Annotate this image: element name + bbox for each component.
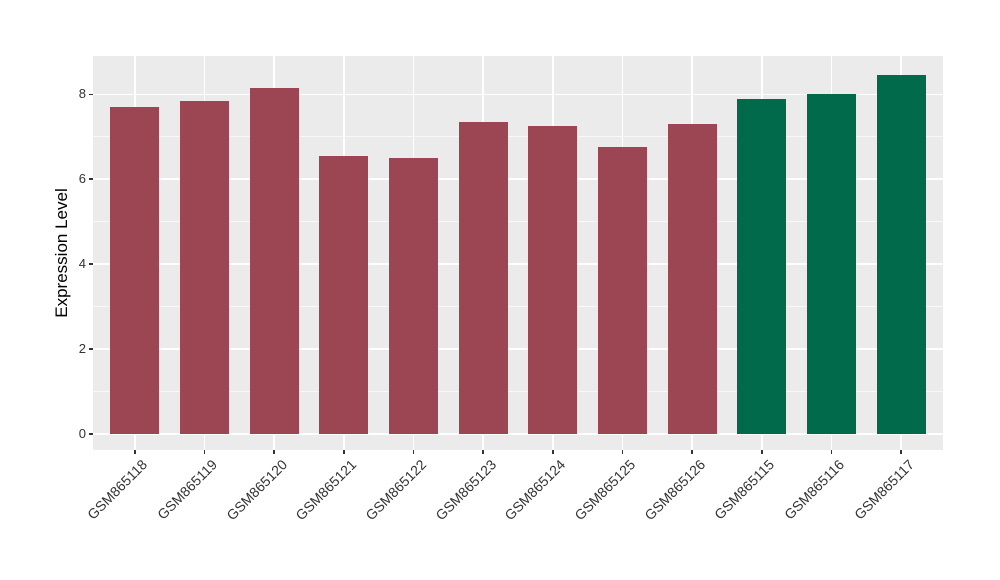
y-gridline-major-2 <box>93 348 943 350</box>
bar-GSM865122 <box>388 158 438 434</box>
x-tick-label-GSM865126: GSM865126 <box>640 456 708 524</box>
plot-panel <box>93 56 943 450</box>
y-tick-mark-4 <box>89 263 93 265</box>
x-tick-mark-GSM865121 <box>343 450 345 454</box>
y-gridline-minor-1 <box>93 391 943 393</box>
y-gridline-major-6 <box>93 178 943 181</box>
x-tick-label-GSM865115: GSM865115 <box>711 456 778 523</box>
bar-GSM865119 <box>179 100 229 434</box>
y-tick-mark-8 <box>89 93 93 96</box>
x-tick-mark-GSM865119 <box>203 450 206 454</box>
x-tick-mark-GSM865124 <box>552 450 554 454</box>
x-tick-label-GSM865124: GSM865124 <box>501 456 569 524</box>
bar-GSM865120 <box>249 87 299 434</box>
bar-GSM865125 <box>597 147 647 434</box>
y-tick-mark-0 <box>89 433 93 435</box>
x-tick-mark-GSM865117 <box>900 450 902 454</box>
bar-GSM865123 <box>458 121 508 434</box>
y-tick-label-6: 6 <box>78 171 86 187</box>
x-tick-label-GSM865117: GSM865117 <box>850 456 917 523</box>
y-gridline-major-0 <box>93 433 943 435</box>
x-tick-label-GSM865125: GSM865125 <box>571 456 639 524</box>
x-tick-mark-GSM865115 <box>761 450 763 454</box>
x-tick-label-GSM865119: GSM865119 <box>153 456 221 523</box>
x-tick-label-GSM865123: GSM865123 <box>431 456 499 524</box>
bar-GSM865117 <box>876 75 926 434</box>
x-tick-mark-GSM865122 <box>412 450 415 454</box>
x-tick-mark-GSM865120 <box>273 450 275 454</box>
bar-GSM865115 <box>737 98 787 434</box>
bar-GSM865124 <box>528 126 578 434</box>
y-tick-label-0: 0 <box>78 426 86 441</box>
y-tick-label-2: 2 <box>78 341 86 357</box>
y-gridline-minor-7 <box>93 136 943 138</box>
y-gridline-major-8 <box>93 93 943 96</box>
bar-GSM865116 <box>807 94 856 434</box>
x-tick-label-GSM865116: GSM865116 <box>780 456 848 523</box>
y-tick-mark-6 <box>89 178 93 180</box>
y-axis-title: Expression Level <box>52 188 71 318</box>
y-gridline-minor-3 <box>93 306 943 308</box>
x-tick-mark-GSM865126 <box>691 450 693 454</box>
x-tick-mark-GSM865125 <box>621 450 624 454</box>
y-gridline-minor-5 <box>93 221 943 223</box>
y-tick-label-8: 8 <box>78 86 86 102</box>
x-tick-label-GSM865118: GSM865118 <box>84 456 151 523</box>
x-tick-label-GSM865122: GSM865122 <box>362 456 430 524</box>
x-tick-mark-GSM865118 <box>134 450 136 454</box>
x-tick-mark-GSM865123 <box>482 450 484 454</box>
y-tick-label-4: 4 <box>78 256 86 272</box>
bar-GSM865118 <box>110 107 160 434</box>
x-tick-mark-GSM865116 <box>830 450 833 454</box>
bar-GSM865121 <box>319 155 369 434</box>
bar-GSM865126 <box>667 124 717 434</box>
y-gridline-major-4 <box>93 263 943 265</box>
x-tick-label-GSM865121: GSM865121 <box>292 456 360 524</box>
y-tick-mark-2 <box>89 348 93 350</box>
x-tick-label-GSM865120: GSM865120 <box>222 456 290 524</box>
